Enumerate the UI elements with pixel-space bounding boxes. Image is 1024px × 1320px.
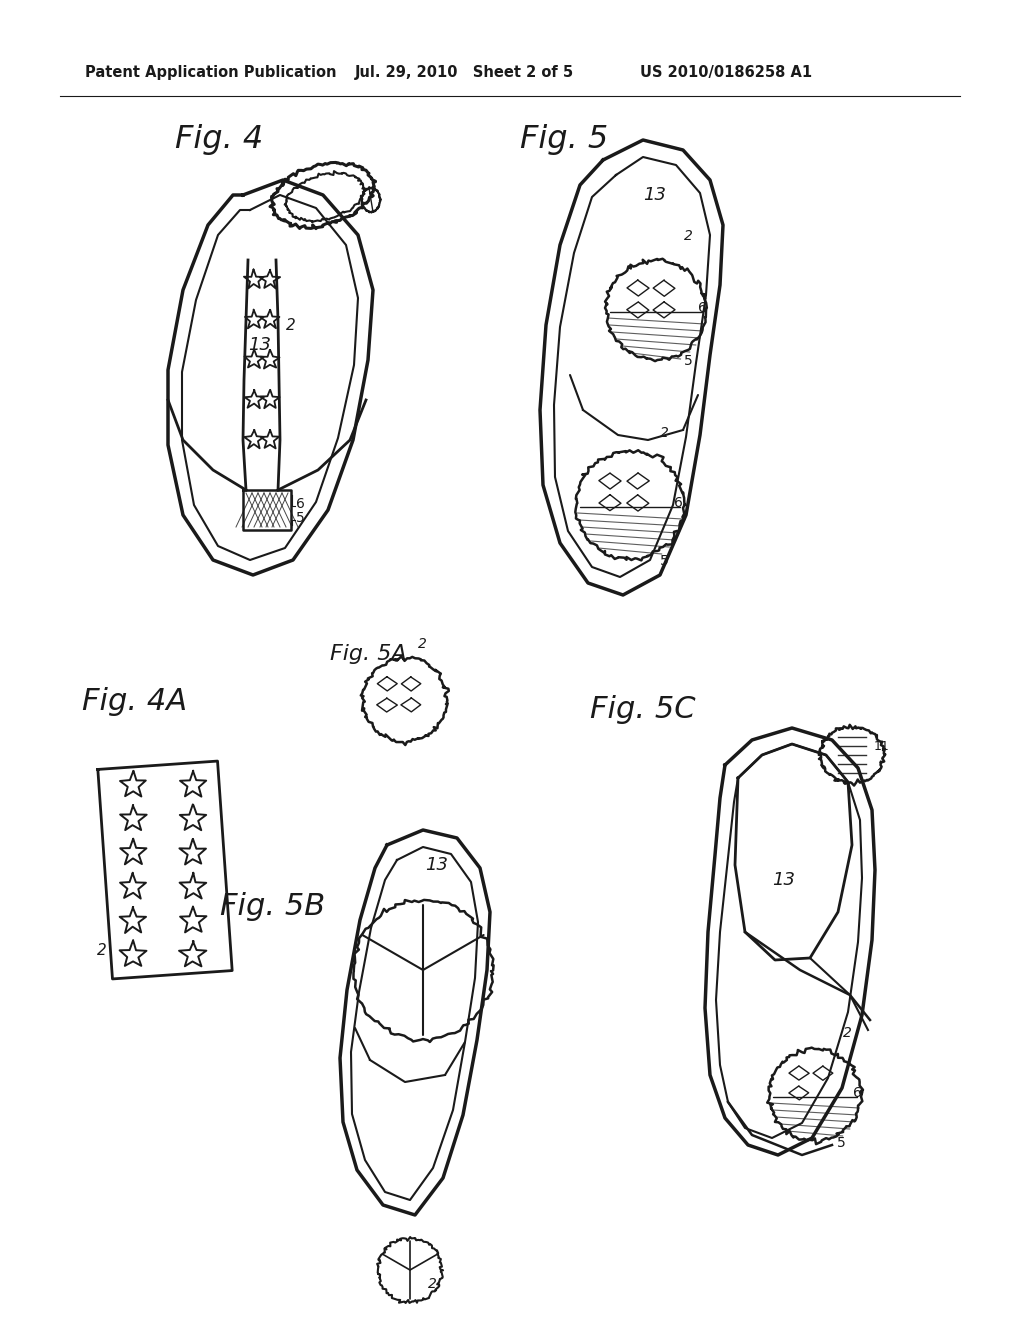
Text: 2: 2 [97, 942, 106, 958]
Text: 11: 11 [874, 741, 890, 752]
Text: Fig. 4A: Fig. 4A [82, 686, 187, 715]
Text: 2: 2 [418, 638, 427, 651]
Text: 5: 5 [684, 354, 693, 368]
Text: 13: 13 [425, 855, 449, 874]
Text: US 2010/0186258 A1: US 2010/0186258 A1 [640, 65, 812, 79]
Text: 13: 13 [643, 186, 666, 205]
Text: 13: 13 [772, 871, 795, 888]
Text: 5: 5 [837, 1137, 846, 1150]
Text: 2: 2 [428, 1276, 437, 1291]
Text: 5: 5 [296, 511, 305, 525]
Text: 6: 6 [853, 1086, 862, 1100]
Text: 13: 13 [248, 337, 271, 354]
Text: 6: 6 [296, 498, 305, 511]
Text: Fig. 5C: Fig. 5C [590, 696, 695, 723]
Text: Jul. 29, 2010   Sheet 2 of 5: Jul. 29, 2010 Sheet 2 of 5 [355, 65, 574, 79]
Text: Fig. 5B: Fig. 5B [220, 892, 326, 921]
Text: Patent Application Publication: Patent Application Publication [85, 65, 337, 79]
Text: 5: 5 [660, 554, 669, 568]
Text: 2: 2 [660, 426, 669, 440]
Text: 6: 6 [674, 496, 683, 510]
Text: 2: 2 [684, 228, 693, 243]
Text: 2: 2 [843, 1026, 852, 1040]
Text: 2: 2 [286, 318, 296, 333]
Text: Fig. 5: Fig. 5 [520, 124, 608, 154]
Text: 6: 6 [698, 301, 707, 315]
Text: Fig. 4: Fig. 4 [175, 124, 263, 154]
Text: Fig. 5A: Fig. 5A [330, 644, 407, 664]
